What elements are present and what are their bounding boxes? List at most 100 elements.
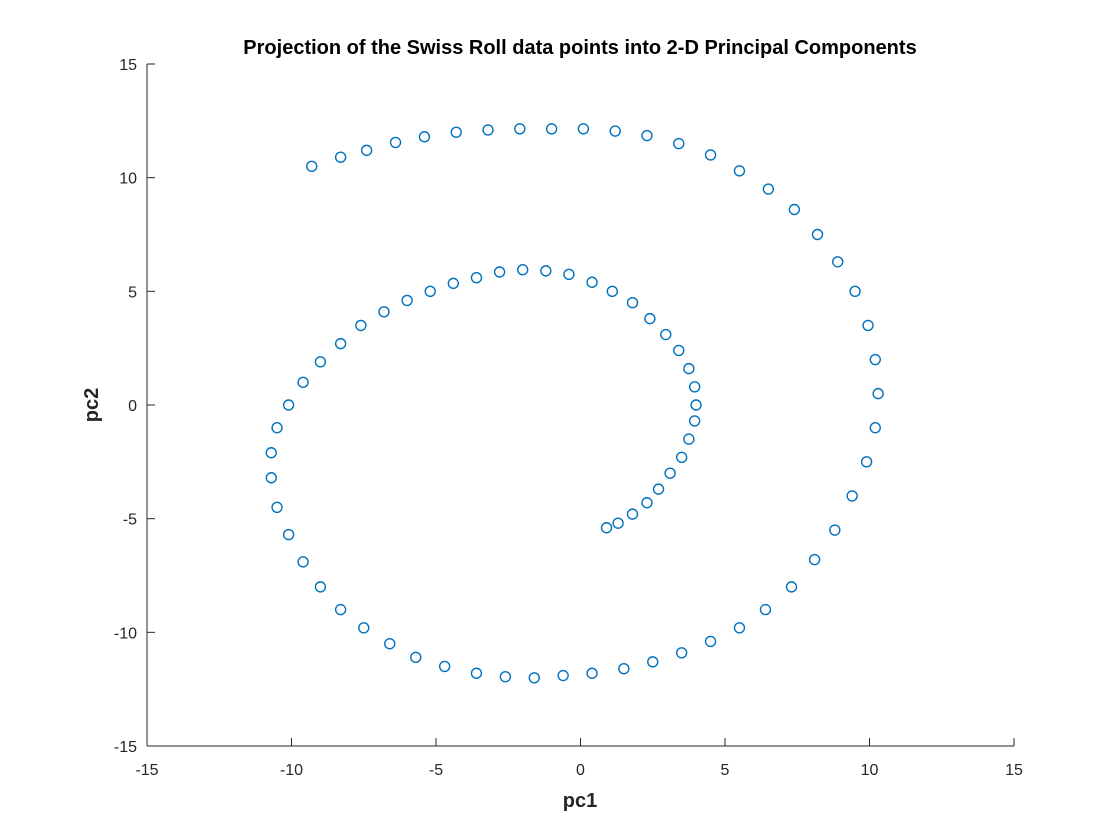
data-point bbox=[297, 376, 309, 388]
y-tick-label: 15 bbox=[119, 57, 137, 74]
data-point bbox=[808, 553, 821, 566]
x-tick-label: 15 bbox=[1005, 762, 1023, 779]
data-point bbox=[673, 344, 685, 357]
data-point bbox=[418, 131, 431, 143]
data-point bbox=[378, 306, 390, 318]
data-point bbox=[384, 638, 396, 650]
data-point bbox=[450, 126, 462, 138]
data-point bbox=[652, 483, 665, 495]
data-point bbox=[314, 581, 327, 593]
x-axis-label: pc1 bbox=[563, 790, 597, 812]
data-point bbox=[401, 294, 413, 307]
data-point bbox=[282, 399, 295, 411]
data-point bbox=[586, 276, 598, 288]
data-point bbox=[860, 456, 873, 468]
data-point bbox=[673, 137, 685, 150]
data-point bbox=[788, 203, 801, 216]
y-tick-label: -10 bbox=[114, 625, 137, 642]
data-point bbox=[410, 651, 422, 664]
data-point bbox=[785, 581, 798, 593]
data-point bbox=[664, 467, 676, 479]
data-point bbox=[447, 277, 460, 290]
y-axis-label: pc2 bbox=[81, 388, 103, 422]
data-point bbox=[600, 522, 613, 534]
data-point bbox=[265, 472, 277, 484]
y-tick-label: 0 bbox=[128, 398, 137, 415]
data-point bbox=[389, 136, 402, 149]
data-point bbox=[517, 264, 529, 276]
data-point bbox=[514, 123, 526, 135]
data-point bbox=[265, 447, 277, 459]
data-point bbox=[499, 670, 512, 683]
data-point bbox=[314, 356, 327, 368]
data-point bbox=[846, 490, 858, 502]
x-tick-label: 10 bbox=[861, 762, 879, 779]
y-tick-label: 10 bbox=[119, 171, 137, 188]
data-point bbox=[557, 669, 569, 682]
x-tick-label: 5 bbox=[721, 762, 730, 779]
x-tick-label: -5 bbox=[429, 762, 443, 779]
data-point bbox=[869, 353, 881, 366]
y-tick-label: 5 bbox=[128, 284, 137, 301]
data-point bbox=[563, 268, 575, 280]
data-point bbox=[424, 285, 436, 298]
y-tick-label: -5 bbox=[123, 512, 137, 529]
data-point bbox=[641, 497, 653, 509]
data-point bbox=[586, 667, 598, 679]
x-tick-label: 0 bbox=[576, 762, 585, 779]
data-point bbox=[811, 228, 824, 241]
data-point bbox=[683, 362, 695, 375]
data-point bbox=[762, 183, 775, 195]
data-point bbox=[626, 508, 639, 520]
data-point bbox=[832, 256, 844, 268]
data-point bbox=[683, 433, 695, 445]
data-point bbox=[334, 337, 347, 350]
data-point bbox=[528, 672, 540, 684]
data-point bbox=[704, 149, 717, 161]
data-point bbox=[618, 663, 630, 675]
data-point bbox=[626, 297, 639, 309]
data-point bbox=[482, 124, 494, 136]
data-point bbox=[759, 603, 772, 616]
data-point bbox=[733, 622, 746, 634]
chart-title: Projection of the Swiss Roll data points… bbox=[243, 37, 916, 59]
data-point bbox=[334, 151, 347, 163]
data-point bbox=[360, 144, 373, 157]
data-point bbox=[540, 265, 552, 277]
data-point bbox=[675, 451, 688, 463]
data-point bbox=[438, 660, 451, 673]
data-point bbox=[271, 422, 283, 434]
data-point bbox=[647, 656, 659, 668]
y-tick-label: -15 bbox=[114, 739, 137, 756]
data-point bbox=[641, 129, 653, 142]
data-point bbox=[470, 667, 483, 679]
data-points bbox=[265, 123, 884, 684]
data-point bbox=[829, 524, 841, 536]
data-point bbox=[609, 125, 621, 137]
axes: -15 -10 -5 0 5 10 15 -15 -10 -5 0 5 10 15 bbox=[114, 57, 1023, 779]
data-point bbox=[282, 528, 295, 541]
data-point bbox=[577, 123, 590, 135]
data-point bbox=[644, 312, 656, 325]
data-point bbox=[355, 319, 367, 332]
data-point bbox=[612, 517, 624, 529]
data-point bbox=[869, 422, 881, 434]
data-point bbox=[660, 328, 672, 341]
data-point bbox=[733, 165, 746, 177]
data-point bbox=[545, 123, 558, 135]
data-point bbox=[470, 271, 483, 284]
data-point bbox=[688, 415, 701, 427]
data-point bbox=[849, 285, 861, 298]
data-point bbox=[493, 266, 506, 278]
data-point bbox=[606, 285, 618, 298]
data-point bbox=[675, 647, 688, 659]
data-point bbox=[334, 603, 347, 616]
data-point bbox=[297, 556, 309, 568]
data-point bbox=[271, 501, 283, 513]
data-point bbox=[688, 381, 701, 393]
data-point bbox=[872, 387, 884, 400]
x-tick-label: -10 bbox=[280, 762, 303, 779]
data-point bbox=[704, 635, 717, 648]
